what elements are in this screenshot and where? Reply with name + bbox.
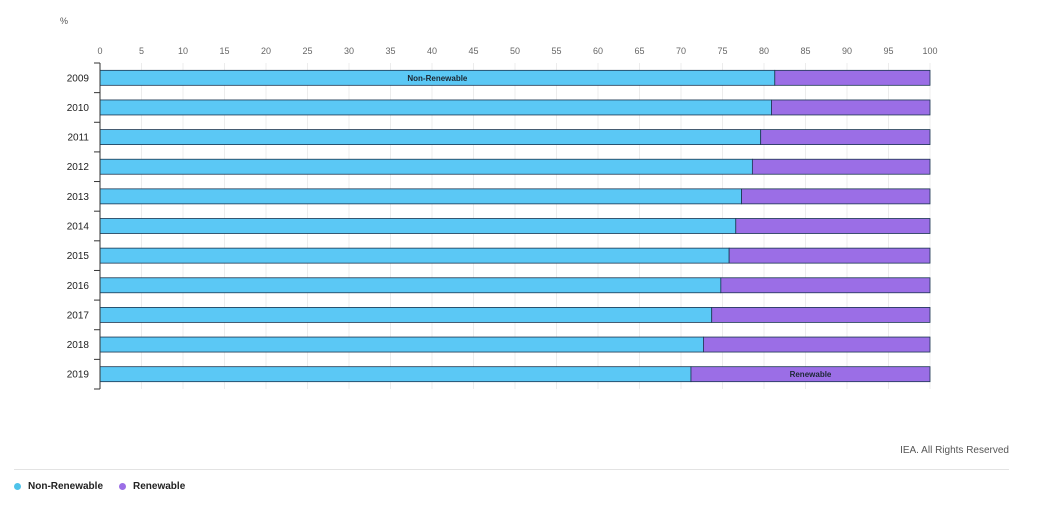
y-category-label-2014: 2014 bbox=[67, 222, 90, 233]
legend: Non-Renewable Renewable bbox=[14, 481, 185, 492]
y-category-label-2010: 2010 bbox=[67, 103, 90, 114]
bar-non-renewable-2013 bbox=[99, 188, 742, 205]
x-axis-tick-labels: 0 5 10 15 20 25 30 35 40 45 50 55 60 65 70 75 80 85 90 95 10… bbox=[97, 46, 937, 56]
y-category-label-2015: 2015 bbox=[67, 251, 90, 262]
bar-non-renewable-2012 bbox=[99, 158, 753, 175]
bar-label-non-renewable-2009: Non-Renewable bbox=[407, 74, 468, 83]
y-category-label-2013: 2013 bbox=[67, 192, 90, 203]
x-tick-label-65: 65 bbox=[634, 46, 644, 56]
bar-renewable-2018 bbox=[703, 336, 931, 353]
unit-label: % bbox=[60, 16, 68, 26]
legend-item-non-renewable[interactable]: Non-Renewable bbox=[14, 481, 103, 492]
x-tick-label-40: 40 bbox=[427, 46, 437, 56]
bar-non-renewable-2011 bbox=[99, 129, 762, 145]
bar-renewable-2013 bbox=[741, 188, 931, 205]
bar-renewable-2010 bbox=[771, 99, 931, 116]
bar-renewable-2014 bbox=[735, 218, 931, 234]
legend-label-renewable: Renewable bbox=[133, 481, 186, 492]
x-tick-label-50: 50 bbox=[510, 46, 520, 56]
x-tick-label-10: 10 bbox=[178, 46, 188, 56]
x-tick-label-60: 60 bbox=[593, 46, 603, 56]
legend-label-non-renewable: Non-Renewable bbox=[28, 481, 104, 492]
bar-non-renewable-2018 bbox=[99, 336, 704, 353]
legend-item-renewable[interactable]: Renewable bbox=[119, 481, 185, 492]
x-tick-label-90: 90 bbox=[842, 46, 852, 56]
bar-renewable-2011 bbox=[760, 129, 931, 145]
bar-non-renewable-2017 bbox=[99, 307, 713, 323]
stacked-bar-chart: % 0 5 10 15 20 25 30 35 40 45 50 55 60 65 70 75 80 85 90 95… bbox=[60, 16, 938, 390]
bar-non-renewable-2019 bbox=[99, 366, 692, 383]
x-tick-label-95: 95 bbox=[883, 46, 893, 56]
legend-dot-non-renewable bbox=[14, 483, 21, 490]
x-tick-label-20: 20 bbox=[261, 46, 271, 56]
legend-dot-renewable bbox=[119, 483, 127, 490]
y-category-label-2017: 2017 bbox=[67, 310, 90, 321]
y-axis-category-labels: 2009 2010 2011 2012 2013 2014 2015 2016 2017 2018… bbox=[67, 73, 90, 380]
x-tick-label-70: 70 bbox=[676, 46, 686, 56]
bar-renewable-2017 bbox=[711, 307, 931, 323]
divider bbox=[14, 469, 1009, 470]
x-tick-label-55: 55 bbox=[551, 46, 561, 56]
bar-non-renewable-2015 bbox=[99, 247, 730, 264]
bar-renewable-2019 bbox=[690, 366, 931, 383]
x-tick-label-30: 30 bbox=[344, 46, 354, 56]
bar-label-renewable-2019: Renewable bbox=[790, 370, 832, 379]
bar-renewable-2016 bbox=[720, 277, 931, 294]
bar-renewable-2012 bbox=[751, 158, 931, 175]
bar-renewable-2009 bbox=[774, 69, 931, 86]
y-axis bbox=[94, 62, 101, 390]
credit-text: IEA. All Rights Reserved bbox=[900, 445, 1009, 456]
x-tick-label-75: 75 bbox=[717, 46, 727, 56]
x-tick-label-45: 45 bbox=[468, 46, 478, 56]
y-category-label-2016: 2016 bbox=[67, 281, 90, 292]
x-tick-label-35: 35 bbox=[385, 46, 395, 56]
y-category-label-2019: 2019 bbox=[67, 370, 90, 381]
x-tick-label-5: 5 bbox=[139, 46, 144, 56]
y-category-label-2011: 2011 bbox=[67, 133, 89, 144]
x-tick-label-85: 85 bbox=[800, 46, 810, 56]
x-tick-label-0: 0 bbox=[97, 46, 102, 56]
bar-renewable-2015 bbox=[728, 247, 931, 264]
bar-non-renewable-2016 bbox=[99, 277, 722, 294]
x-tick-label-100: 100 bbox=[922, 46, 937, 56]
x-tick-label-25: 25 bbox=[302, 46, 312, 56]
y-category-label-2012: 2012 bbox=[67, 162, 90, 173]
x-tick-label-80: 80 bbox=[759, 46, 769, 56]
x-tick-label-15: 15 bbox=[219, 46, 229, 56]
y-category-label-2018: 2018 bbox=[67, 340, 90, 351]
y-category-label-2009: 2009 bbox=[67, 73, 90, 84]
bar-non-renewable-2014 bbox=[99, 218, 737, 234]
bar-non-renewable-2010 bbox=[99, 99, 772, 116]
